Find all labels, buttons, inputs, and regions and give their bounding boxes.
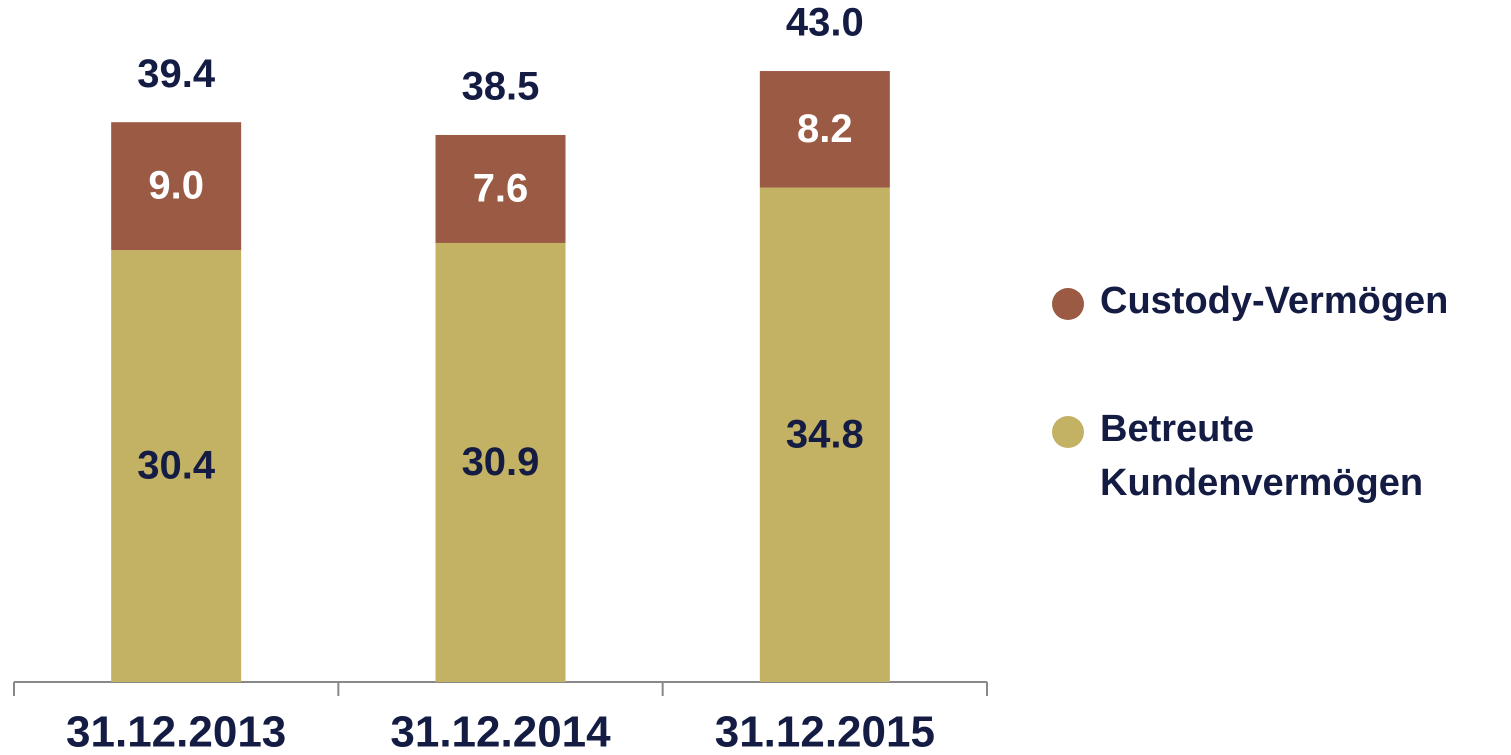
legend-swatch [1052,416,1084,448]
total-label: 39.4 [137,52,216,96]
bar-segment [111,122,242,251]
legend-label: Betreute Kundenvermögen [1100,408,1424,504]
bar-segment [759,187,890,683]
data-label: 8.2 [797,107,853,151]
bar-segment [759,71,890,188]
legend-item: Betreute Kundenvermögen [1052,408,1507,510]
bar-segment [435,134,566,243]
total-label: 38.5 [462,65,540,109]
total-label: 43.0 [786,1,864,45]
data-label: 30.4 [137,444,216,488]
x-tick-label: 31.12.2013 [66,708,286,755]
legend-label: Custody-Vermögen [1100,280,1449,322]
data-label: 30.9 [462,440,540,484]
data-label: 9.0 [148,164,204,208]
x-tick-label: 31.12.2015 [715,708,935,755]
bar-segment [111,250,242,683]
data-label: 7.6 [473,167,529,211]
legend-swatch [1052,288,1084,320]
legend-item: Custody-Vermögen [1052,280,1507,328]
bar-segment [435,242,566,682]
data-label: 34.8 [786,412,864,456]
x-tick-label: 31.12.2014 [390,708,611,755]
